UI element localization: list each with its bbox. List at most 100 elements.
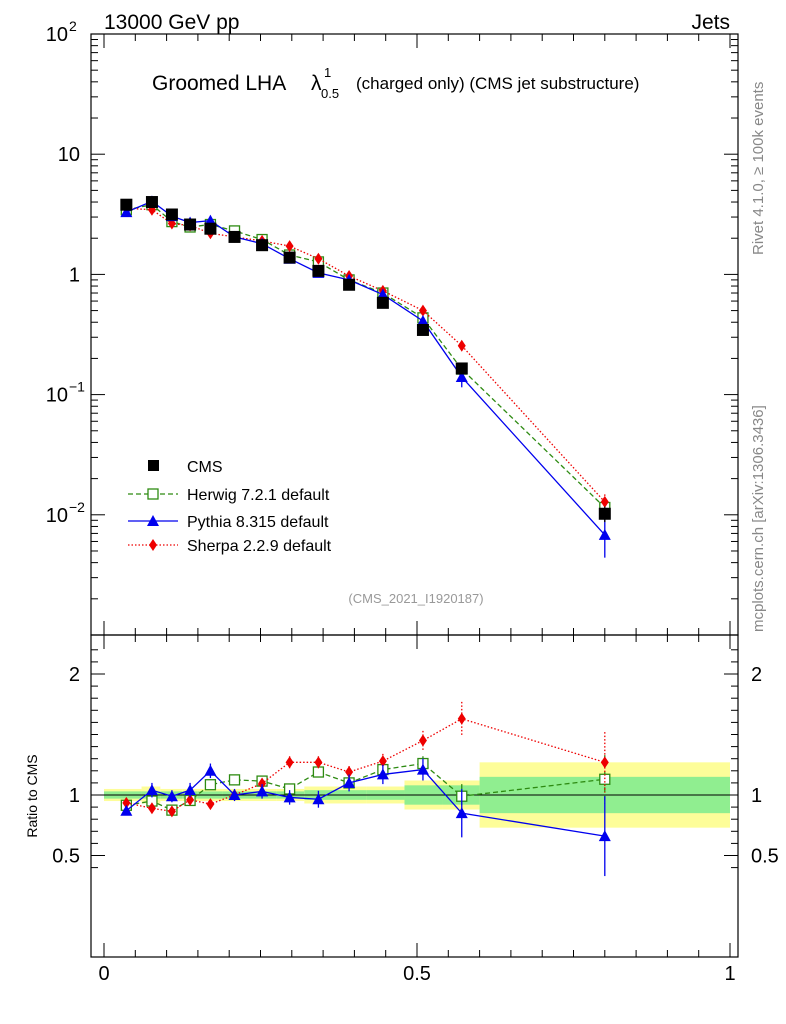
ratio-line-sherpa <box>126 718 605 813</box>
ratio-marker-herwig <box>312 766 325 778</box>
plot-title-main: Groomed LHA <box>152 72 286 95</box>
ratio-marker-pythia <box>184 784 197 796</box>
marker-data <box>376 296 389 309</box>
marker-data <box>120 198 133 211</box>
marker-data <box>256 239 269 252</box>
marker-sherpa <box>418 304 427 317</box>
ratio-marker-pythia <box>283 791 296 803</box>
marker-pythia <box>120 206 133 218</box>
legend-marker-herwig <box>147 488 159 500</box>
ratio-frame <box>90 634 739 958</box>
legend-label-cms: CMS <box>187 459 223 476</box>
ratio-marker-sherpa <box>147 802 156 815</box>
marker-pythia <box>376 288 389 300</box>
y-tick-label: 10 <box>46 505 68 527</box>
x-tick-label: 0.5 <box>403 963 431 985</box>
ratio-marker-sherpa <box>186 793 195 806</box>
marker-data <box>145 196 158 209</box>
marker-data <box>598 507 611 520</box>
legend-marker-sherpa <box>149 539 157 551</box>
ratio-marker-sherpa <box>314 756 323 769</box>
ratio-marker-herwig <box>228 774 241 786</box>
analysis-watermark: (CMS_2021_I1920187) <box>348 591 483 606</box>
legend-marker-pythia <box>147 515 159 526</box>
ratio-marker-sherpa <box>600 756 609 769</box>
process-label: Jets <box>691 11 730 34</box>
main-data-layer <box>120 195 611 558</box>
ratio-marker-pythia <box>256 785 269 797</box>
ratio-marker-pythia <box>204 764 217 776</box>
y-tick-label-exponent: 2 <box>69 18 77 34</box>
marker-data <box>455 362 468 375</box>
ratio-marker-pythia <box>145 784 158 796</box>
marker-pythia <box>416 314 429 326</box>
y-tick-label: 10 <box>58 144 80 166</box>
x-tick-label: 1 <box>724 963 735 985</box>
ratio-marker-herwig <box>204 779 217 791</box>
legend-item-herwig: Herwig 7.2.1 default <box>128 487 330 504</box>
ratio-marker-sherpa <box>167 805 176 818</box>
ratio-marker-pythia <box>120 804 133 816</box>
marker-data <box>283 251 296 264</box>
marker-data <box>228 230 241 243</box>
legend-item-pythia: Pythia 8.315 default <box>128 514 329 531</box>
ratio-marker-pythia <box>598 830 611 842</box>
plot-title-sup: 1 <box>324 65 331 80</box>
x-tick-label: 0 <box>98 963 109 985</box>
marker-data <box>204 222 217 235</box>
ratio-y-tick-label-left: 1 <box>69 785 80 807</box>
energy-label: 13000 GeV pp <box>104 11 239 34</box>
ratio-marker-herwig <box>599 773 611 785</box>
ratio-marker-sherpa <box>345 766 354 779</box>
ratio-marker-pythia <box>376 768 389 780</box>
marker-data <box>416 323 429 336</box>
ratio-data-layer <box>120 701 611 877</box>
legend-label-pythia: Pythia 8.315 default <box>187 514 329 531</box>
ratio-line-pythia <box>125 768 605 837</box>
rivet-version-label: Rivet 4.1.0, ≥ 100k events <box>750 81 767 255</box>
ratio-y-tick-label-right: 1 <box>751 785 762 807</box>
marker-sherpa <box>285 240 294 253</box>
y-tick-label: 10 <box>46 385 68 407</box>
ratio-y-tick-label-left: 0.5 <box>52 846 80 868</box>
mcplots-reference-label: mcplots.cern.ch [arXiv:1306.3436] <box>750 405 767 632</box>
y-tick-label: 10 <box>46 24 68 46</box>
ratio-marker-pythia <box>455 807 468 819</box>
plot-title-symbol: λ <box>311 72 322 95</box>
legend-item-sherpa: Sherpa 2.2.9 default <box>128 538 332 555</box>
ratio-marker-sherpa <box>418 734 427 747</box>
ratio-marker-pythia <box>165 790 178 802</box>
ratio-panel: 0.5 0.5 1 1 2 2 0 0.5 1 Ratio to CMS <box>24 634 779 985</box>
ratio-axis-label: Ratio to CMS <box>24 754 40 837</box>
marker-data <box>343 278 356 291</box>
legend: CMS Herwig 7.2.1 default Pythia 8.315 de… <box>128 459 332 555</box>
marker-data <box>312 264 325 277</box>
y-tick-label-exponent: −2 <box>69 499 85 515</box>
ratio-marker-sherpa <box>206 798 215 811</box>
marker-sherpa <box>314 252 323 265</box>
legend-label-herwig: Herwig 7.2.1 default <box>187 487 330 504</box>
plot-title-detail: (charged only) (CMS jet substructure) <box>356 74 639 93</box>
marker-data <box>184 218 197 231</box>
marker-sherpa <box>600 495 609 508</box>
ratio-y-tick-label-right: 0.5 <box>751 846 779 868</box>
y-tick-label-exponent: −1 <box>69 379 85 395</box>
marker-pythia <box>455 371 468 383</box>
ratio-marker-pythia <box>228 789 241 800</box>
ratio-marker-sherpa <box>258 777 267 790</box>
ratio-marker-sherpa <box>378 755 387 768</box>
ratio-marker-pythia <box>343 776 356 788</box>
ratio-marker-sherpa <box>285 756 294 769</box>
ratio-marker-sherpa <box>457 712 466 725</box>
ratio-marker-sherpa <box>122 796 131 809</box>
series-line-herwig <box>126 204 606 508</box>
ratio-marker-pythia <box>416 763 429 775</box>
ratio-axes: 0.5 0.5 1 1 2 2 0 0.5 1 <box>52 635 779 985</box>
plot-title-sub: 0.5 <box>321 86 339 101</box>
y-tick-label: 1 <box>69 264 80 286</box>
legend-item-cms: CMS <box>148 459 223 476</box>
marker-data <box>165 208 178 221</box>
ratio-marker-pythia <box>312 793 325 805</box>
